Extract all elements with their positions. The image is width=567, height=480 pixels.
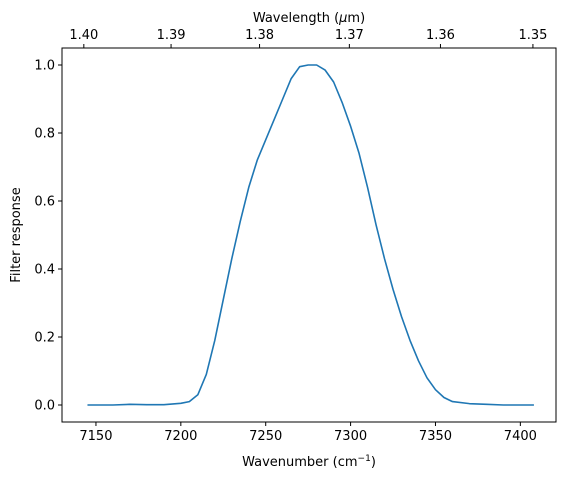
y-tick-label: 0.4 [34,263,55,278]
left-axis: 0.0 0.2 0.4 0.6 0.8 1.0 [34,59,62,414]
y-tick-label: 0.0 [34,399,55,414]
series-line-0 [87,64,534,406]
top-tick-label: 1.36 [426,28,455,43]
top-tick-label: 1.40 [69,28,98,43]
top-tick-label: 1.37 [335,28,364,43]
top-axis: 1.40 1.39 1.38 1.37 1.36 1.35 [69,28,547,48]
bottom-axis: 7150 7200 7250 7300 7350 7400 [79,422,537,444]
top-axis-label: Wavelength (μm) [253,11,365,26]
x-tick-label: 7250 [249,429,282,444]
x-axis-label: Wavenumber (cm−1) [242,454,376,470]
x-tick-label: 7400 [504,429,537,444]
top-tick-label: 1.39 [157,28,186,43]
x-tick-label: 7150 [79,429,112,444]
y-tick-label: 0.8 [34,127,55,142]
top-tick-label: 1.38 [245,28,274,43]
x-tick-label: 7300 [334,429,367,444]
y-tick-label: 1.0 [34,59,55,74]
y-axis-label: Filter response [9,187,24,282]
y-tick-label: 0.6 [34,195,55,210]
y-tick-label: 0.2 [34,331,55,346]
series-layer [87,64,534,406]
x-tick-label: 7200 [164,429,197,444]
top-tick-label: 1.35 [518,28,547,43]
plot-frame [61,47,557,423]
x-tick-label: 7350 [419,429,452,444]
